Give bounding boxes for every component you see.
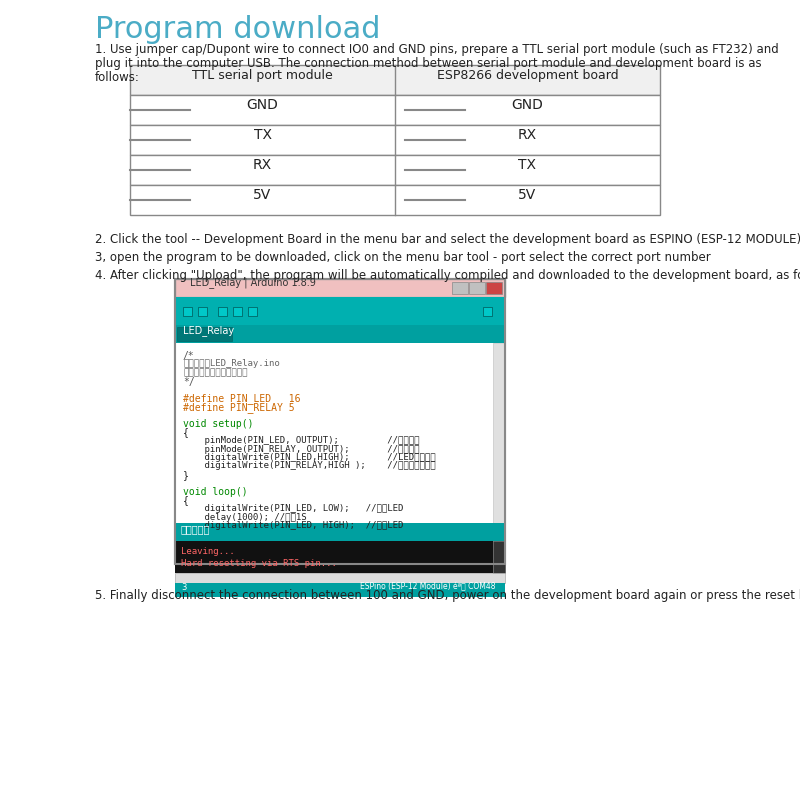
Text: TX: TX	[518, 158, 537, 172]
Text: plug it into the computer USB. The connection method between serial port module : plug it into the computer USB. The conne…	[95, 57, 762, 70]
Bar	[175, 583, 505, 597]
Bar	[247, 306, 257, 315]
Bar	[182, 306, 191, 315]
Text: GND: GND	[511, 98, 543, 112]
Bar	[175, 297, 505, 325]
Text: digitalWrite(PIN_RELAY,HIGH );    //继电器默认开路: digitalWrite(PIN_RELAY,HIGH ); //继电器默认开路	[183, 462, 436, 470]
Text: 5V: 5V	[254, 188, 272, 202]
Text: 上传成功。: 上传成功。	[181, 524, 210, 534]
Text: 功能：开启关闭小电器开关: 功能：开启关闭小电器开关	[183, 368, 247, 377]
Bar	[175, 573, 505, 583]
Text: TTL serial port module: TTL serial port module	[192, 69, 333, 82]
Text: pinMode(PIN_LED, OUTPUT);         //输出模式: pinMode(PIN_LED, OUTPUT); //输出模式	[183, 436, 419, 445]
Text: 1. Use jumper cap/Dupont wire to connect IO0 and GND pins, prepare a TTL serial : 1. Use jumper cap/Dupont wire to connect…	[95, 43, 778, 56]
Text: /*: /*	[183, 351, 194, 361]
Bar	[175, 279, 505, 564]
Text: follows:: follows:	[95, 71, 140, 84]
Text: LED_Relay: LED_Relay	[183, 326, 234, 337]
Text: digitalWrite(PIN_LED, HIGH);  //关闭LED: digitalWrite(PIN_LED, HIGH); //关闭LED	[183, 521, 403, 530]
Bar	[198, 306, 206, 315]
Text: Program download: Program download	[95, 15, 381, 44]
Text: 5V: 5V	[518, 188, 537, 202]
Bar	[486, 282, 502, 294]
Text: 文件名称：LED_Relay.ino: 文件名称：LED_Relay.ino	[183, 359, 280, 369]
Text: delay(1000); //延时1S: delay(1000); //延时1S	[183, 513, 306, 522]
Bar	[483, 306, 492, 315]
Text: Hard resetting via RTS pin...: Hard resetting via RTS pin...	[181, 559, 337, 568]
Bar	[175, 279, 505, 297]
Text: digitalWrite(PIN_LED, LOW);   //打开LED: digitalWrite(PIN_LED, LOW); //打开LED	[183, 504, 403, 513]
Text: #define PIN_LED   16: #define PIN_LED 16	[183, 394, 301, 405]
Bar	[175, 541, 493, 573]
Text: void setup(): void setup()	[183, 419, 254, 429]
Bar	[493, 541, 505, 573]
Bar	[175, 279, 505, 297]
Bar	[130, 185, 660, 215]
Bar	[130, 125, 660, 155]
Bar	[130, 155, 660, 185]
Bar	[130, 95, 660, 125]
Text: {: {	[183, 427, 189, 438]
Text: RX: RX	[253, 158, 272, 172]
Text: }: }	[183, 470, 189, 480]
Text: 5. Finally disconnect the connection between 100 and GND, power on the developme: 5. Finally disconnect the connection bet…	[95, 589, 800, 602]
Bar	[218, 306, 226, 315]
Text: */: */	[183, 377, 194, 386]
Text: Leaving...: Leaving...	[181, 547, 234, 556]
Text: {: {	[183, 495, 189, 506]
Bar	[233, 306, 242, 315]
Bar	[130, 65, 660, 95]
Text: pinMode(PIN_RELAY, OUTPUT);       //输出模式: pinMode(PIN_RELAY, OUTPUT); //输出模式	[183, 445, 419, 454]
Bar	[175, 325, 505, 343]
Bar	[175, 523, 505, 541]
Bar	[175, 343, 493, 523]
Text: GND: GND	[246, 98, 278, 112]
Text: 3, open the program to be downloaded, click on the menu bar tool - port select t: 3, open the program to be downloaded, cl…	[95, 251, 710, 264]
Bar	[452, 282, 468, 294]
Bar	[177, 327, 232, 341]
Text: ESP8266 development board: ESP8266 development board	[437, 69, 618, 82]
Bar	[175, 279, 505, 564]
Bar	[469, 282, 485, 294]
Text: 4. After clicking "Upload", the program will be automatically compiled and downl: 4. After clicking "Upload", the program …	[95, 269, 800, 282]
Text: 2. Click the tool -- Development Board in the menu bar and select the developmen: 2. Click the tool -- Development Board i…	[95, 233, 800, 246]
Text: 3: 3	[181, 582, 186, 591]
Text: LED_Relay | Arduino 1.8.9: LED_Relay | Arduino 1.8.9	[190, 278, 316, 289]
Text: ESPino (ESP-12 Module) éª COM48: ESPino (ESP-12 Module) éª COM48	[359, 582, 495, 591]
Text: void loop(): void loop()	[183, 487, 248, 497]
Text: RX: RX	[518, 128, 537, 142]
Text: #define PIN_RELAY 5: #define PIN_RELAY 5	[183, 402, 294, 413]
Text: digitalWrite(PIN_LED,HIGH);       //LED默认关闭: digitalWrite(PIN_LED,HIGH); //LED默认关闭	[183, 453, 436, 462]
Text: TX: TX	[254, 128, 271, 142]
Bar	[493, 343, 505, 523]
